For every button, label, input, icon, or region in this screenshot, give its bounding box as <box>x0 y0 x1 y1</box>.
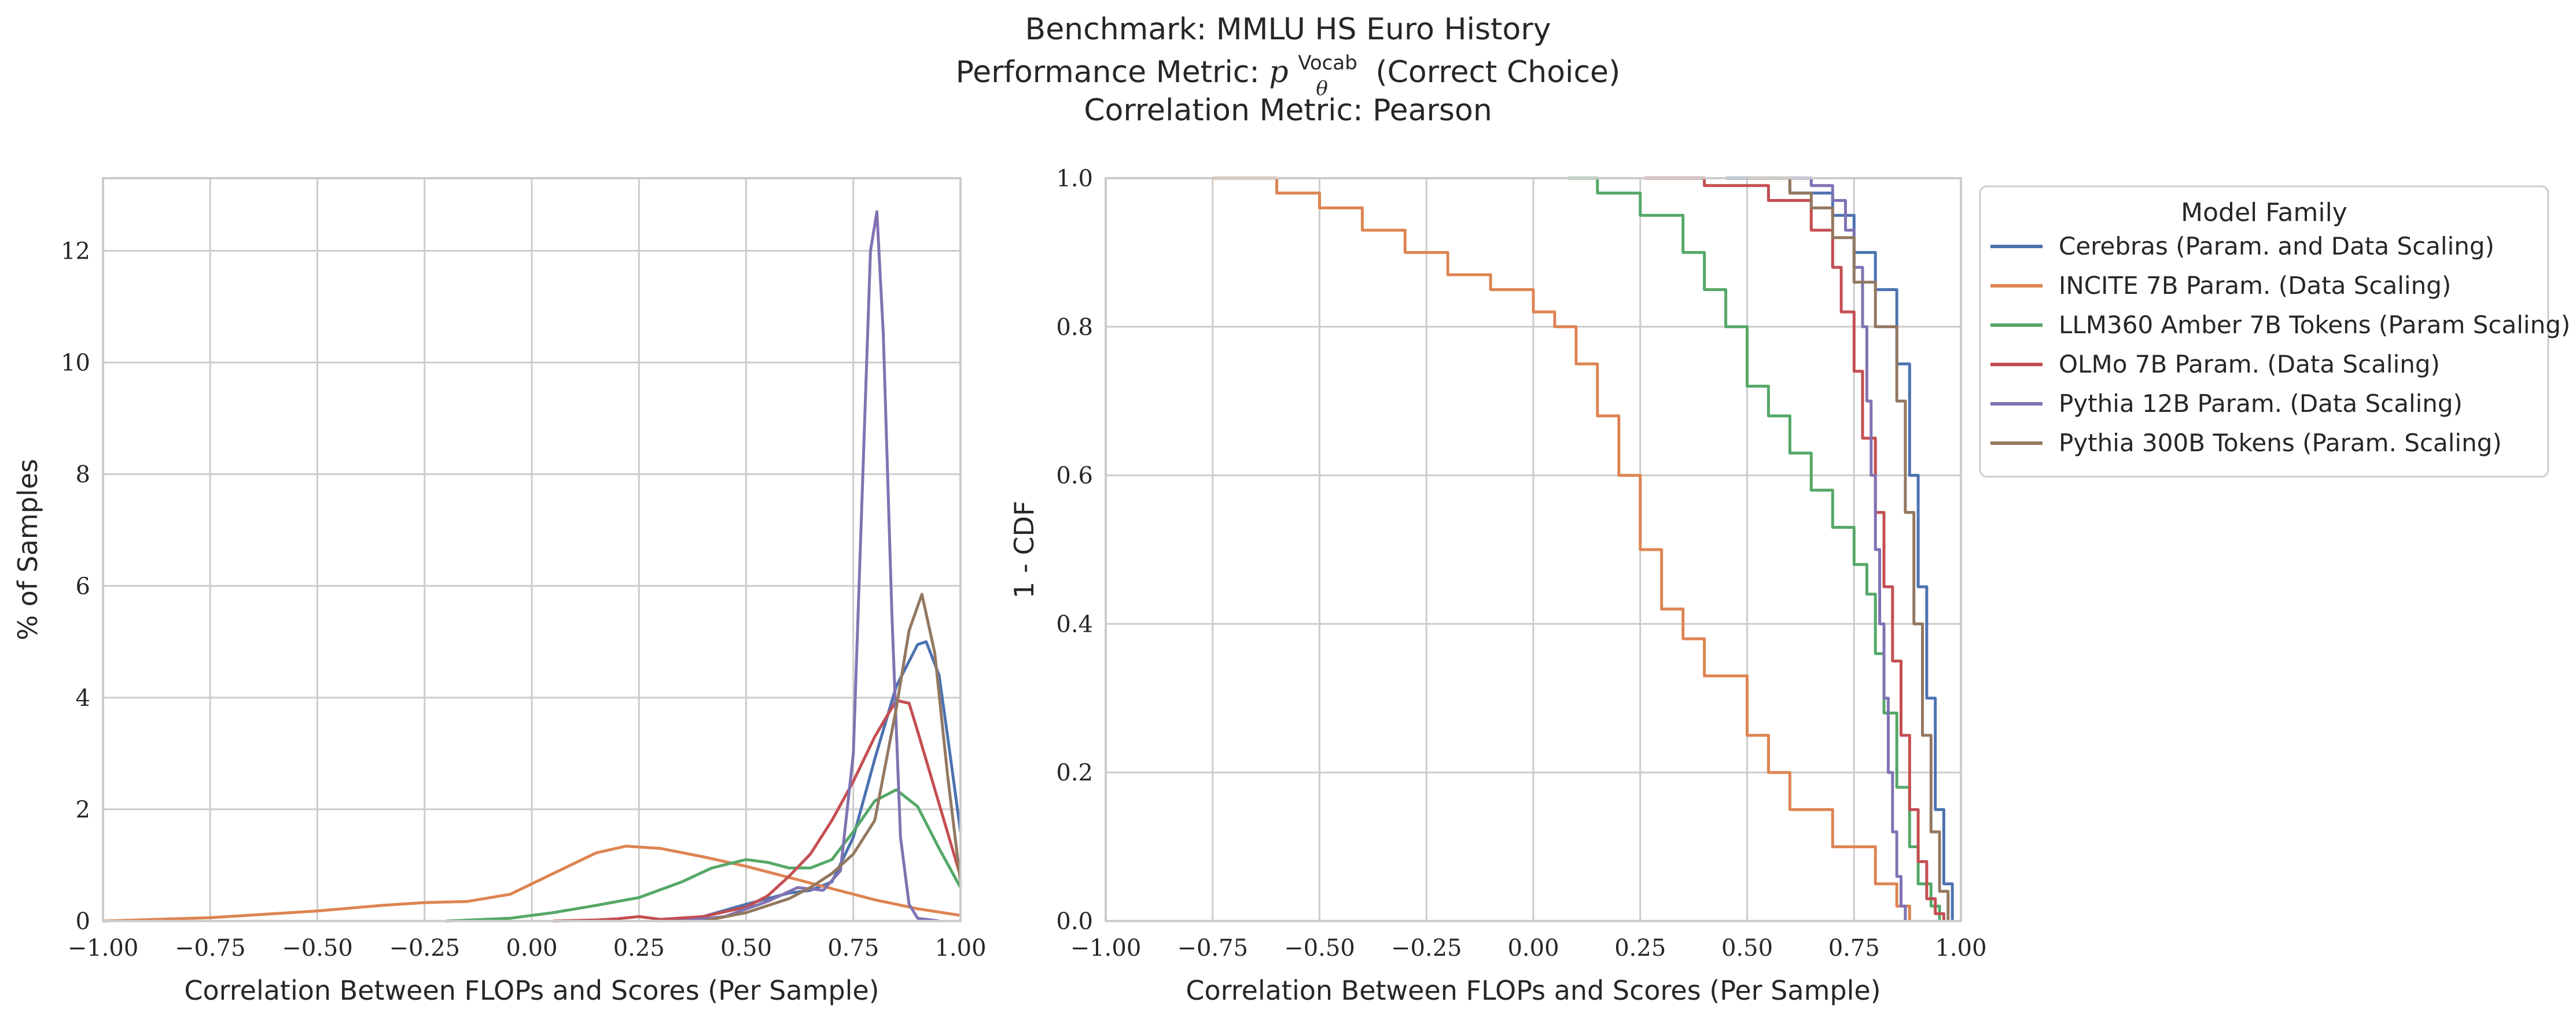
cdf-series <box>1212 176 1954 921</box>
kde-x-tick-label: 0.50 <box>720 935 772 962</box>
cdf-y-axis-label: 1 - CDF <box>1009 500 1040 598</box>
kde-y-tick-label: 10 <box>61 350 90 377</box>
cdf-x-tick-label: 0.50 <box>1721 935 1773 962</box>
legend-label: Cerebras (Param. and Data Scaling) <box>2059 232 2494 260</box>
legend-item-llm360: LLM360 Amber 7B Tokens (Param Scaling) <box>1990 311 2570 339</box>
legend-item-pythia300b: Pythia 300B Tokens (Param. Scaling) <box>1990 429 2502 457</box>
cdf-x-tick-label: 0.25 <box>1614 935 1666 962</box>
title-correlation-metric: Correlation Metric: Pearson <box>1084 93 1492 128</box>
cdf-y-tick-label: 1.0 <box>1056 165 1093 192</box>
legend-label: OLMo 7B Param. (Data Scaling) <box>2059 350 2440 378</box>
cdf-y-tick-label: 0.4 <box>1056 611 1093 638</box>
kde-x-tick-label: −0.25 <box>389 935 460 962</box>
kde-x-tick-label: −0.50 <box>282 935 353 962</box>
kde-series-cerebras <box>660 640 962 923</box>
kde-y-tick-label: 12 <box>61 238 90 265</box>
title-benchmark: Benchmark: MMLU HS Euro History <box>1025 12 1551 47</box>
title-performance-metric: Performance Metric: p Vocab θ (Correct C… <box>956 42 1621 102</box>
legend-title: Model Family <box>2181 198 2347 227</box>
metric-suffix: (Correct Choice) <box>1375 55 1620 90</box>
kde-x-ticks: −1.00 −0.75 −0.50 −0.25 0.00 0.25 0.50 0.75 1.00 <box>68 935 987 962</box>
kde-grid <box>102 178 962 922</box>
metric-symbol: p <box>1269 55 1288 90</box>
cdf-panel: −1.00 −0.75 −0.50 −0.25 0.00 0.25 0.50 0.75 1.00… <box>1009 165 1987 1006</box>
cdf-series-incite <box>1212 176 1911 921</box>
kde-y-tick-label: 2 <box>76 797 90 823</box>
cdf-y-tick-label: 0.6 <box>1056 463 1093 489</box>
cdf-x-tick-label: −0.25 <box>1391 935 1462 962</box>
kde-x-tick-label: −0.75 <box>175 935 246 962</box>
legend-item-olmo: OLMo 7B Param. (Data Scaling) <box>1990 350 2440 378</box>
figure-title: Benchmark: MMLU HS Euro History Performa… <box>956 12 1621 128</box>
legend-items: Cerebras (Param. and Data Scaling) INCITE… <box>1990 232 2570 457</box>
cdf-y-tick-label: 0.2 <box>1056 760 1093 786</box>
kde-x-tick-label: 0.25 <box>613 935 665 962</box>
cdf-series-pythia12b <box>1768 176 1907 921</box>
cdf-x-tick-label: −1.00 <box>1070 935 1142 962</box>
kde-series <box>102 210 962 923</box>
kde-y-tick-label: 6 <box>76 573 90 600</box>
cdf-x-ticks: −1.00 −0.75 −0.50 −0.25 0.00 0.25 0.50 0.75 1.00 <box>1070 935 1987 962</box>
metric-superscript: Vocab <box>1298 51 1357 75</box>
kde-frame <box>102 177 962 922</box>
legend-label: INCITE 7B Param. (Data Scaling) <box>2059 271 2451 300</box>
cdf-x-tick-label: 1.00 <box>1935 935 1986 962</box>
cdf-x-tick-label: 0.00 <box>1507 935 1559 962</box>
cdf-frame <box>1105 177 1962 922</box>
kde-y-tick-label: 0 <box>76 908 90 935</box>
cdf-series-llm360 <box>1567 176 1941 921</box>
cdf-x-axis-label: Correlation Between FLOPs and Scores (Pe… <box>1186 975 1881 1006</box>
kde-y-tick-label: 8 <box>76 462 90 488</box>
kde-x-tick-label: 1.00 <box>934 935 986 962</box>
kde-series-olmo <box>553 699 962 923</box>
kde-series-pythia12b <box>682 210 940 923</box>
kde-panel: −1.00 −0.75 −0.50 −0.25 0.00 0.25 0.50 0.75 1.00… <box>12 177 987 1006</box>
legend-label: Pythia 12B Param. (Data Scaling) <box>2059 389 2463 418</box>
kde-x-axis-label: Correlation Between FLOPs and Scores (Pe… <box>184 975 879 1006</box>
cdf-x-tick-label: 0.75 <box>1828 935 1880 962</box>
legend-item-pythia12b: Pythia 12B Param. (Data Scaling) <box>1990 389 2463 418</box>
kde-y-ticks: 0 2 4 6 8 10 12 <box>61 238 90 935</box>
metric-subscript: θ <box>1316 77 1327 100</box>
kde-x-tick-label: 0.00 <box>506 935 557 962</box>
kde-x-tick-label: −1.00 <box>68 935 139 962</box>
cdf-y-ticks: 0.0 0.2 0.4 0.6 0.8 1.0 <box>1056 165 1093 935</box>
cdf-y-tick-label: 0.8 <box>1056 314 1093 341</box>
kde-y-tick-label: 4 <box>76 685 90 712</box>
kde-y-axis-label: % of Samples <box>12 459 43 640</box>
legend-item-incite: INCITE 7B Param. (Data Scaling) <box>1990 271 2451 300</box>
cdf-series-pythia300b <box>1747 176 1950 921</box>
legend-box <box>1979 185 2549 478</box>
legend-label: Pythia 300B Tokens (Param. Scaling) <box>2059 429 2502 457</box>
legend-item-cerebras: Cerebras (Param. and Data Scaling) <box>1990 232 2494 260</box>
kde-series-pythia300b <box>702 592 962 923</box>
legend: Model Family Cerebras (Param. and Data S… <box>1979 185 2570 478</box>
legend-label: LLM360 Amber 7B Tokens (Param Scaling) <box>2059 311 2570 339</box>
cdf-x-tick-label: −0.75 <box>1177 935 1248 962</box>
cdf-y-tick-label: 0.0 <box>1056 908 1093 935</box>
kde-series-incite <box>102 845 961 923</box>
cdf-x-tick-label: −0.50 <box>1284 935 1355 962</box>
kde-x-tick-label: 0.75 <box>827 935 879 962</box>
metric-prefix: Performance Metric: <box>956 55 1269 90</box>
